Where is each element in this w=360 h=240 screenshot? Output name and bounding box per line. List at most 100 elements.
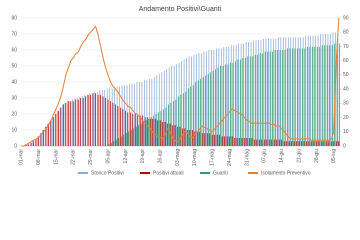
- bar: [123, 134, 125, 146]
- bar: [258, 40, 259, 146]
- bar: [127, 112, 129, 146]
- bar: [277, 50, 278, 146]
- bar: [188, 56, 190, 146]
- bar: [166, 69, 168, 146]
- y-tick-label: 10: [11, 127, 17, 133]
- bar: [241, 138, 243, 146]
- x-tick-label: 24-mag: [227, 149, 233, 166]
- y-tick-label: 70: [11, 31, 17, 37]
- bar: [117, 106, 119, 146]
- bar: [148, 78, 150, 146]
- y-tick-label: 0: [14, 143, 17, 149]
- bar: [137, 115, 139, 146]
- bar: [328, 141, 330, 146]
- bar: [82, 98, 84, 146]
- bar: [177, 126, 178, 146]
- bar: [230, 62, 231, 146]
- bar: [122, 109, 124, 146]
- bar: [244, 58, 246, 146]
- bar: [28, 144, 30, 146]
- x-tick-label: 05-lug: [331, 149, 337, 163]
- bar: [252, 56, 254, 146]
- bar: [186, 58, 187, 146]
- bar: [115, 139, 117, 146]
- x-tick-label: 14-giu: [279, 149, 285, 163]
- bar: [35, 139, 37, 146]
- bar: [168, 104, 169, 146]
- bar: [126, 85, 128, 146]
- bar: [49, 120, 51, 146]
- bar: [289, 48, 291, 146]
- bar: [243, 43, 244, 146]
- bar: [72, 101, 74, 146]
- bar: [183, 59, 185, 146]
- chart: Andamento Positivi\Guariti 0 10 20 30 40 50 60…: [11, 6, 349, 176]
- bar: [62, 104, 63, 146]
- bar: [131, 83, 133, 146]
- bar: [219, 134, 221, 146]
- bar: [151, 78, 153, 146]
- legend-label: Isolamento Preventivo: [261, 170, 311, 176]
- bar: [333, 141, 335, 146]
- bar: [105, 98, 106, 146]
- bar: [38, 136, 39, 146]
- bar: [322, 34, 324, 146]
- bar: [285, 37, 287, 147]
- bar: [95, 93, 96, 146]
- bar: [309, 46, 311, 146]
- bar: [248, 42, 249, 146]
- bar: [250, 42, 252, 146]
- bar: [149, 118, 151, 146]
- bar: [306, 46, 308, 146]
- bar: [320, 34, 321, 146]
- bar: [148, 118, 149, 146]
- bar: [326, 45, 328, 147]
- bar: [171, 66, 173, 146]
- chart-title: Andamento Positivi\Guariti: [139, 6, 222, 13]
- bar: [84, 94, 86, 146]
- bar: [187, 88, 189, 146]
- bar: [187, 130, 188, 146]
- bar: [206, 51, 207, 146]
- bar: [176, 64, 178, 146]
- bar: [115, 104, 116, 146]
- bar: [314, 46, 316, 146]
- bar: [129, 83, 130, 146]
- bar: [302, 37, 304, 147]
- bar: [104, 90, 106, 146]
- bar: [224, 136, 225, 146]
- bar: [173, 66, 175, 146]
- bar: [330, 141, 332, 146]
- bar: [163, 109, 164, 146]
- y2-tick-label: 20: [343, 115, 349, 121]
- bar: [204, 133, 206, 146]
- bar: [130, 130, 132, 146]
- bar: [255, 40, 257, 146]
- bar: [296, 141, 297, 146]
- bar: [210, 72, 211, 146]
- bar: [44, 126, 46, 146]
- bar: [233, 45, 235, 147]
- bar: [69, 101, 71, 146]
- bar: [125, 110, 126, 146]
- bar: [64, 102, 66, 146]
- bar: [141, 82, 143, 146]
- bar: [217, 67, 219, 146]
- bar: [144, 80, 145, 146]
- bar: [153, 77, 155, 146]
- bar: [264, 51, 266, 146]
- x-tick-label: 08-mar: [36, 149, 42, 165]
- bar: [199, 131, 201, 146]
- bar: [300, 37, 302, 147]
- bar: [178, 62, 180, 146]
- bar: [169, 123, 171, 146]
- bar: [292, 37, 294, 147]
- bar: [239, 138, 240, 146]
- bar: [266, 139, 268, 146]
- bar: [232, 62, 234, 146]
- bar: [57, 110, 58, 146]
- bar: [52, 117, 53, 146]
- bar: [180, 94, 182, 146]
- bar: [165, 107, 167, 146]
- bar: [89, 93, 91, 146]
